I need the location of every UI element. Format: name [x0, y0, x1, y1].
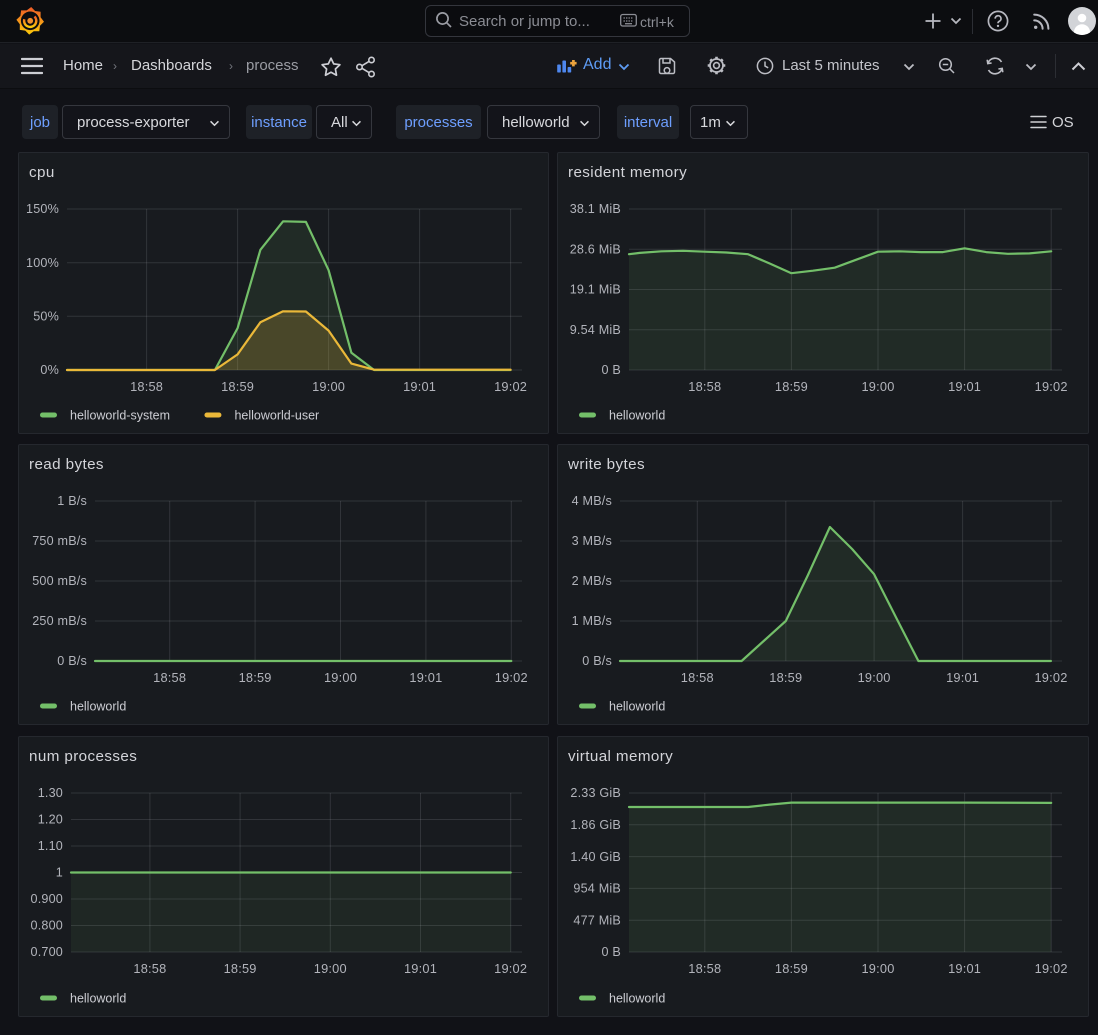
svg-text:19:02: 19:02 — [494, 961, 527, 976]
svg-text:19:01: 19:01 — [404, 961, 437, 976]
svg-text:0 B: 0 B — [601, 363, 621, 377]
svg-text:helloworld: helloworld — [70, 992, 126, 1006]
svg-text:19:02: 19:02 — [1035, 961, 1068, 976]
svg-text:0 B/s: 0 B/s — [582, 654, 612, 668]
svg-text:0 B/s: 0 B/s — [57, 654, 87, 668]
svg-text:19:00: 19:00 — [861, 961, 894, 976]
svg-text:19:01: 19:01 — [403, 379, 436, 394]
svg-text:1.30: 1.30 — [38, 786, 63, 800]
svg-text:2 MB/s: 2 MB/s — [572, 574, 612, 588]
svg-text:9.54 MiB: 9.54 MiB — [570, 323, 621, 337]
svg-text:19:00: 19:00 — [858, 670, 891, 685]
svg-text:250 mB/s: 250 mB/s — [32, 614, 87, 628]
svg-text:1 B/s: 1 B/s — [57, 494, 87, 508]
svg-text:18:59: 18:59 — [224, 961, 257, 976]
svg-text:18:59: 18:59 — [769, 670, 802, 685]
svg-text:0.800: 0.800 — [30, 919, 63, 933]
svg-text:19:00: 19:00 — [312, 379, 345, 394]
svg-text:18:58: 18:58 — [688, 379, 721, 394]
svg-text:1.40 GiB: 1.40 GiB — [570, 850, 621, 864]
svg-text:resident memory: resident memory — [568, 164, 687, 181]
svg-text:18:58: 18:58 — [688, 961, 721, 976]
svg-text:150%: 150% — [26, 202, 59, 216]
svg-text:19:00: 19:00 — [314, 961, 347, 976]
svg-text:2.33 GiB: 2.33 GiB — [570, 786, 621, 800]
svg-text:19:02: 19:02 — [1035, 379, 1068, 394]
svg-text:18:58: 18:58 — [681, 670, 714, 685]
svg-text:0.700: 0.700 — [30, 945, 63, 959]
svg-text:19:02: 19:02 — [494, 379, 527, 394]
svg-text:write bytes: write bytes — [567, 456, 645, 473]
svg-text:helloworld-user: helloworld-user — [234, 409, 319, 423]
svg-text:19:00: 19:00 — [324, 670, 357, 685]
svg-text:18:59: 18:59 — [221, 379, 254, 394]
svg-text:19:01: 19:01 — [948, 961, 981, 976]
svg-text:0%: 0% — [40, 363, 59, 377]
svg-text:19.1 MiB: 19.1 MiB — [570, 283, 621, 297]
svg-text:38.1 MiB: 38.1 MiB — [570, 202, 621, 216]
svg-text:19:02: 19:02 — [1034, 670, 1067, 685]
svg-text:18:59: 18:59 — [239, 670, 272, 685]
svg-text:3 MB/s: 3 MB/s — [572, 534, 612, 548]
svg-text:1.10: 1.10 — [38, 839, 63, 853]
svg-text:0.900: 0.900 — [30, 892, 63, 906]
svg-text:50%: 50% — [33, 310, 59, 324]
svg-text:18:59: 18:59 — [775, 961, 808, 976]
svg-text:helloworld: helloworld — [609, 992, 665, 1006]
svg-text:18:59: 18:59 — [775, 379, 808, 394]
svg-text:virtual memory: virtual memory — [568, 748, 673, 765]
svg-text:helloworld: helloworld — [609, 409, 665, 423]
svg-text:19:01: 19:01 — [946, 670, 979, 685]
svg-text:cpu: cpu — [29, 164, 55, 181]
svg-text:500 mB/s: 500 mB/s — [32, 574, 87, 588]
svg-text:18:58: 18:58 — [130, 379, 163, 394]
svg-text:4 MB/s: 4 MB/s — [572, 494, 612, 508]
svg-text:477 MiB: 477 MiB — [573, 913, 621, 927]
svg-text:750 mB/s: 750 mB/s — [32, 534, 87, 548]
svg-text:19:01: 19:01 — [948, 379, 981, 394]
svg-text:19:02: 19:02 — [495, 670, 528, 685]
svg-text:18:58: 18:58 — [133, 961, 166, 976]
svg-text:helloworld: helloworld — [609, 700, 665, 714]
svg-text:1: 1 — [56, 866, 63, 880]
svg-text:28.6 MiB: 28.6 MiB — [570, 243, 621, 257]
svg-text:100%: 100% — [26, 256, 59, 270]
svg-text:1.86 GiB: 1.86 GiB — [570, 818, 621, 832]
svg-text:num processes: num processes — [29, 748, 137, 765]
svg-text:19:01: 19:01 — [409, 670, 442, 685]
svg-text:18:58: 18:58 — [153, 670, 186, 685]
svg-text:954 MiB: 954 MiB — [573, 882, 621, 896]
svg-text:1 MB/s: 1 MB/s — [572, 614, 612, 628]
svg-text:19:00: 19:00 — [861, 379, 894, 394]
svg-text:read bytes: read bytes — [29, 456, 104, 473]
svg-text:helloworld: helloworld — [70, 700, 126, 714]
svg-text:0 B: 0 B — [601, 945, 621, 959]
svg-text:1.20: 1.20 — [38, 813, 63, 827]
svg-text:helloworld-system: helloworld-system — [70, 409, 170, 423]
